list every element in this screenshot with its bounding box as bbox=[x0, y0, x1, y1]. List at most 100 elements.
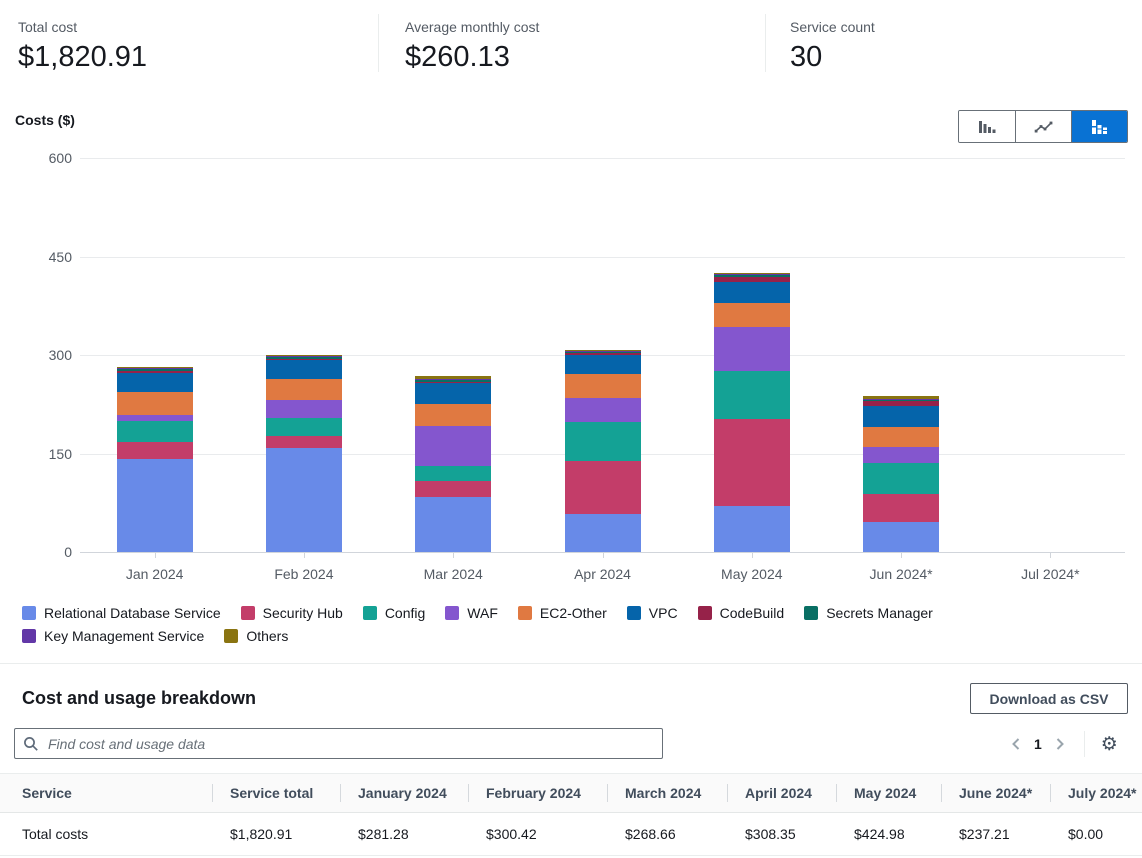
pagination: 1 ⚙ bbox=[1008, 731, 1118, 757]
bar-segment-secrets-manager[interactable] bbox=[415, 380, 491, 381]
bar-segment-config[interactable] bbox=[714, 371, 790, 419]
bar-segment-others[interactable] bbox=[266, 355, 342, 356]
line-chart-toggle-button[interactable] bbox=[1015, 111, 1071, 142]
bar-segment-others[interactable] bbox=[714, 273, 790, 274]
bar-segment-security-hub[interactable] bbox=[415, 481, 491, 497]
bar-segment-ec2-other[interactable] bbox=[117, 392, 193, 415]
bar-segment-security-hub[interactable] bbox=[863, 494, 939, 522]
previous-page-button[interactable] bbox=[1008, 735, 1024, 753]
legend-item-relational-database-service[interactable]: Relational Database Service bbox=[22, 605, 221, 621]
bar-segment-config[interactable] bbox=[415, 466, 491, 481]
bar-segment-codebuild[interactable] bbox=[863, 401, 939, 406]
x-axis-label: Feb 2024 bbox=[239, 566, 369, 582]
table-cell: $281.28 bbox=[340, 813, 468, 856]
download-csv-button[interactable]: Download as CSV bbox=[970, 683, 1128, 714]
bar-segment-config[interactable] bbox=[565, 422, 641, 461]
bar-segment-vpc[interactable] bbox=[714, 282, 790, 303]
bar-segment-config[interactable] bbox=[117, 421, 193, 443]
line-chart-icon bbox=[1034, 119, 1054, 135]
bar-segment-others[interactable] bbox=[117, 367, 193, 368]
x-axis-tick bbox=[453, 553, 454, 558]
bar-segment-vpc[interactable] bbox=[266, 360, 342, 379]
bar-segment-key-management-service[interactable] bbox=[415, 379, 491, 380]
table-cell: $237.21 bbox=[941, 813, 1050, 856]
bar-segment-codebuild[interactable] bbox=[565, 353, 641, 355]
bar-segment-ec2-other[interactable] bbox=[266, 379, 342, 399]
bar-segment-security-hub[interactable] bbox=[266, 436, 342, 448]
bar-segment-waf[interactable] bbox=[714, 327, 790, 372]
bar-segment-relational-database-service[interactable] bbox=[565, 514, 641, 552]
x-axis-tick bbox=[901, 553, 902, 558]
bar-segment-waf[interactable] bbox=[863, 447, 939, 463]
bar-segment-secrets-manager[interactable] bbox=[863, 400, 939, 401]
table-preferences-button[interactable]: ⚙ bbox=[1101, 735, 1118, 754]
current-page-number[interactable]: 1 bbox=[1034, 736, 1042, 752]
bar-segment-codebuild[interactable] bbox=[266, 359, 342, 361]
x-axis-tick bbox=[304, 553, 305, 558]
bar-segment-ec2-other[interactable] bbox=[565, 374, 641, 398]
legend-item-waf[interactable]: WAF bbox=[445, 605, 498, 621]
bar-segment-vpc[interactable] bbox=[117, 373, 193, 393]
bar-segment-security-hub[interactable] bbox=[565, 461, 641, 514]
legend-item-others[interactable]: Others bbox=[224, 628, 288, 644]
legend-label: CodeBuild bbox=[720, 605, 785, 621]
bar-segment-others[interactable] bbox=[415, 376, 491, 380]
bar-segment-ec2-other[interactable] bbox=[863, 427, 939, 447]
bar-segment-others[interactable] bbox=[863, 396, 939, 398]
bar-segment-secrets-manager[interactable] bbox=[565, 352, 641, 353]
column-header-may-2024: May 2024 bbox=[836, 774, 941, 813]
kpi-service-count-value: 30 bbox=[790, 40, 875, 74]
stacked-bar-chart-toggle-button[interactable] bbox=[1071, 111, 1127, 142]
bar-segment-config[interactable] bbox=[863, 463, 939, 494]
legend-item-ec2-other[interactable]: EC2-Other bbox=[518, 605, 607, 621]
bar-chart-toggle-button[interactable] bbox=[959, 111, 1015, 142]
bar-segment-waf[interactable] bbox=[415, 426, 491, 466]
bar-segment-key-management-service[interactable] bbox=[714, 274, 790, 275]
search-input[interactable] bbox=[46, 735, 654, 753]
bar-segment-relational-database-service[interactable] bbox=[714, 506, 790, 552]
bar-segment-config[interactable] bbox=[266, 418, 342, 436]
legend-item-security-hub[interactable]: Security Hub bbox=[241, 605, 343, 621]
bar-segment-ec2-other[interactable] bbox=[415, 404, 491, 426]
bar-segment-secrets-manager[interactable] bbox=[266, 357, 342, 359]
legend-item-key-management-service[interactable]: Key Management Service bbox=[22, 628, 204, 644]
bar-segment-relational-database-service[interactable] bbox=[415, 497, 491, 552]
legend-item-vpc[interactable]: VPC bbox=[627, 605, 678, 621]
bar-segment-waf[interactable] bbox=[266, 400, 342, 418]
bar-segment-relational-database-service[interactable] bbox=[266, 448, 342, 552]
bar-segment-security-hub[interactable] bbox=[714, 419, 790, 506]
chart-legend: Relational Database Service Security Hub C… bbox=[22, 605, 1128, 644]
bar-segment-secrets-manager[interactable] bbox=[714, 275, 790, 276]
bar-segment-relational-database-service[interactable] bbox=[117, 459, 193, 552]
legend-item-config[interactable]: Config bbox=[363, 605, 425, 621]
bar-segment-codebuild[interactable] bbox=[714, 277, 790, 283]
bar-segment-key-management-service[interactable] bbox=[117, 368, 193, 369]
bar-segment-relational-database-service[interactable] bbox=[863, 522, 939, 552]
legend-item-secrets-manager[interactable]: Secrets Manager bbox=[804, 605, 933, 621]
bar-segment-others[interactable] bbox=[565, 350, 641, 351]
kpi-service-count-label: Service count bbox=[790, 18, 875, 36]
bar-chart-icon bbox=[977, 119, 997, 135]
bar-segment-key-management-service[interactable] bbox=[863, 399, 939, 400]
bar-segment-codebuild[interactable] bbox=[117, 371, 193, 373]
bar-segment-vpc[interactable] bbox=[415, 383, 491, 403]
column-header-july-2024-: July 2024* bbox=[1050, 774, 1142, 813]
column-header-service: Service bbox=[0, 774, 212, 813]
next-page-button[interactable] bbox=[1052, 735, 1068, 753]
bar-segment-key-management-service[interactable] bbox=[565, 351, 641, 352]
kpi-divider bbox=[378, 14, 379, 72]
bar-segment-codebuild[interactable] bbox=[415, 382, 491, 384]
bar-segment-security-hub[interactable] bbox=[117, 442, 193, 458]
bar-segment-waf[interactable] bbox=[117, 415, 193, 420]
table-cell: $424.98 bbox=[836, 813, 941, 856]
bar-segment-waf[interactable] bbox=[565, 398, 641, 422]
search-box bbox=[14, 728, 663, 759]
legend-item-codebuild[interactable]: CodeBuild bbox=[698, 605, 785, 621]
legend-swatch bbox=[22, 606, 36, 620]
table-cell: $268.66 bbox=[607, 813, 727, 856]
bar-segment-secrets-manager[interactable] bbox=[117, 369, 193, 371]
bar-segment-ec2-other[interactable] bbox=[714, 303, 790, 327]
bar-segment-vpc[interactable] bbox=[863, 406, 939, 426]
bar-segment-key-management-service[interactable] bbox=[266, 356, 342, 357]
bar-segment-vpc[interactable] bbox=[565, 355, 641, 374]
